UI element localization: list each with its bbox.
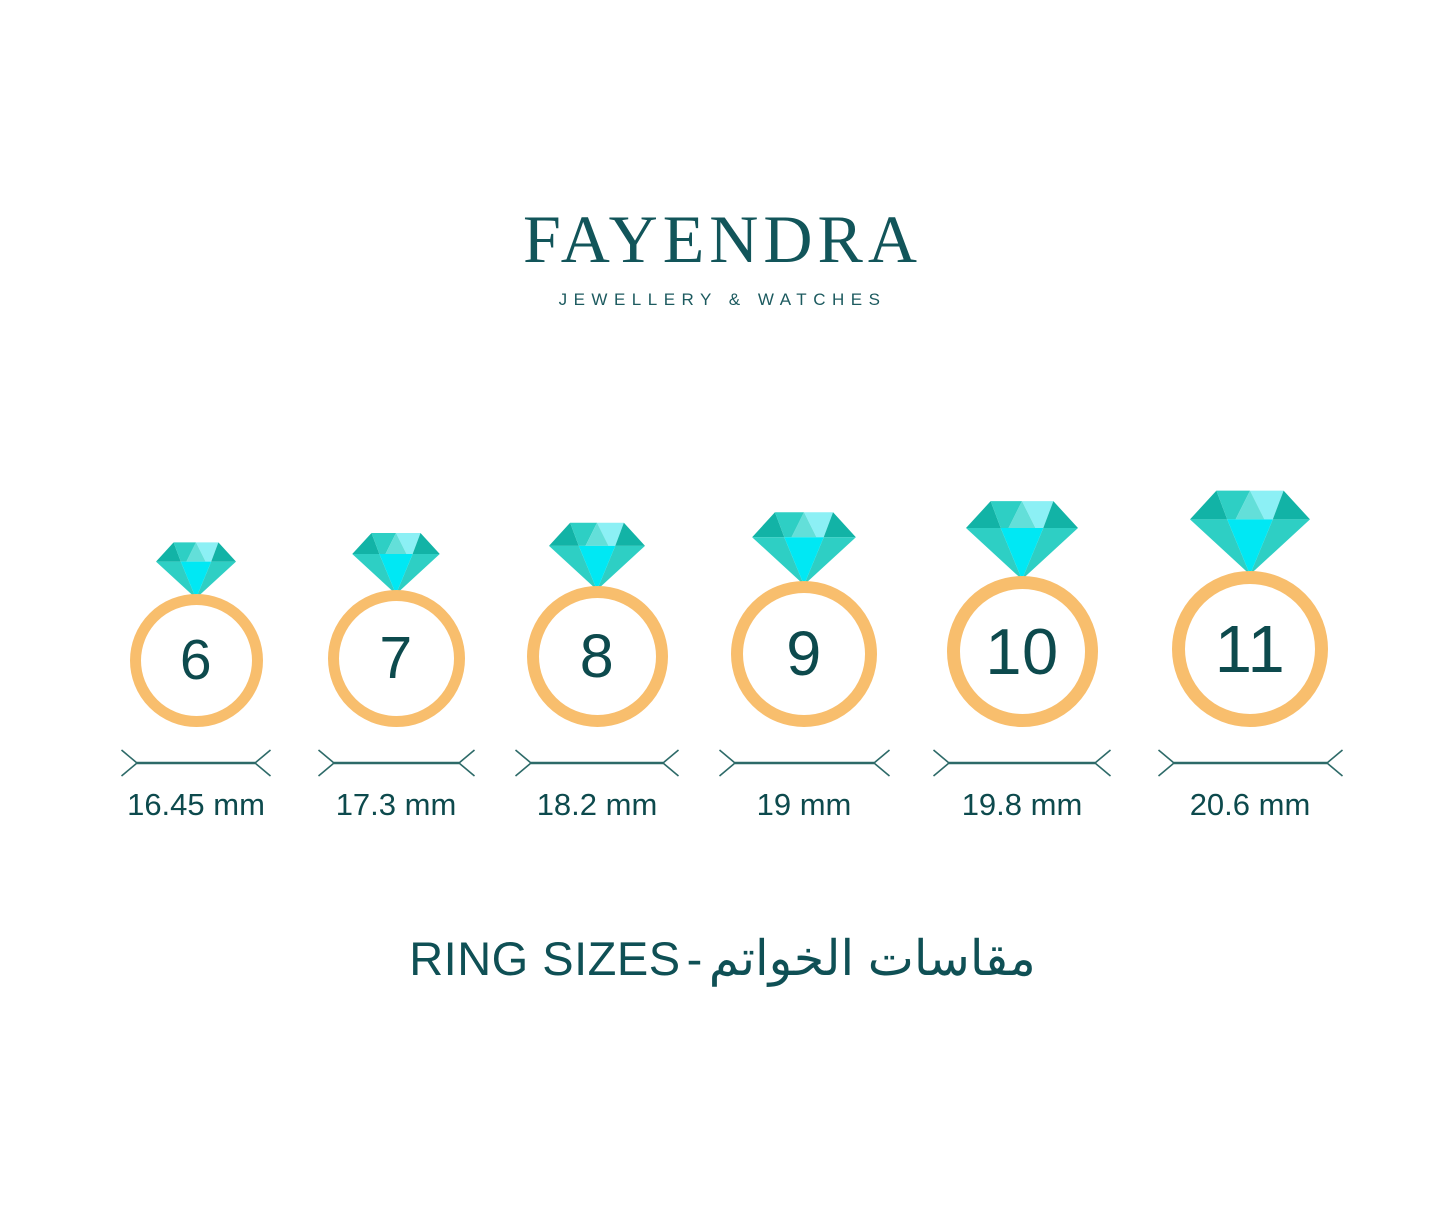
- measurement-arrow-icon: [933, 749, 1111, 777]
- ring-band: 7: [327, 590, 465, 727]
- ring-measurement-label: 19.8 mm: [961, 787, 1083, 822]
- ring-measurement-label: 16.45 mm: [127, 787, 265, 822]
- ring-graphic: 7: [327, 526, 465, 727]
- measurement-arrow-icon: [718, 749, 890, 777]
- brand-tagline: JEWELLERY & WATCHES: [558, 290, 887, 309]
- diamond-icon: [549, 522, 645, 590]
- ring-graphic: 10: [946, 492, 1098, 727]
- diamond-icon: [1190, 490, 1310, 575]
- ring-measurement-label: 17.3 mm: [335, 787, 457, 822]
- ring-size-label: 8: [579, 622, 615, 690]
- brand-wordmark: FAYENDRA: [523, 201, 922, 277]
- diamond-icon: [752, 512, 856, 585]
- diamond-icon: [156, 542, 236, 599]
- page-title-en: RING SIZES: [409, 932, 681, 985]
- ring-band: 6: [129, 594, 263, 727]
- measurement-arrow-icon: [515, 749, 679, 777]
- ring-measurement-label: 19 mm: [756, 787, 852, 822]
- ring-size-cell[interactable]: 10 19.8 mm: [912, 492, 1132, 820]
- ring-size-cell[interactable]: 11 20.6 mm: [1140, 481, 1360, 820]
- ring-size-cell[interactable]: 9 19 mm: [694, 504, 914, 820]
- measurement-arrow-icon: [121, 749, 271, 777]
- ring-measurement-label: 20.6 mm: [1189, 787, 1311, 822]
- ring-band: 10: [946, 576, 1098, 727]
- diamond-icon: [966, 501, 1078, 580]
- page-title-ar: مقاسات الخواتم: [708, 932, 1036, 986]
- ring-size-row: 6 16.45 mm 7 17.3 mm 8 18.2 mm 9 19 mm 10 19.8 mm…: [0, 440, 1445, 820]
- ring-band: 8: [526, 586, 668, 727]
- page-title: RING SIZES - مقاسات الخواتم: [0, 930, 1445, 989]
- ring-size-label: 7: [379, 625, 413, 691]
- ring-graphic: 6: [129, 536, 263, 727]
- page-title-separator: -: [686, 932, 703, 985]
- ring-size-label: 11: [1214, 611, 1286, 687]
- diamond-icon: [352, 533, 440, 595]
- ring-size-label: 10: [985, 615, 1059, 688]
- measurement-arrow-icon: [317, 749, 475, 777]
- ring-band: 9: [731, 581, 877, 727]
- ring-size-cell[interactable]: 8 18.2 mm: [487, 515, 707, 820]
- ring-size-label: 9: [786, 618, 822, 689]
- measurement-arrow-icon: [1157, 749, 1343, 777]
- ring-measurement-label: 18.2 mm: [536, 787, 658, 822]
- ring-size-label: 6: [179, 628, 213, 692]
- ring-size-cell[interactable]: 6 16.45 mm: [86, 536, 306, 820]
- brand-logo: FAYENDRA JEWELLERY & WATCHES: [0, 205, 1445, 308]
- ring-graphic: 11: [1172, 481, 1328, 727]
- ring-graphic: 9: [731, 504, 877, 727]
- ring-graphic: 8: [526, 515, 668, 727]
- ring-band: 11: [1172, 571, 1328, 727]
- ring-size-cell[interactable]: 7 17.3 mm: [286, 526, 506, 820]
